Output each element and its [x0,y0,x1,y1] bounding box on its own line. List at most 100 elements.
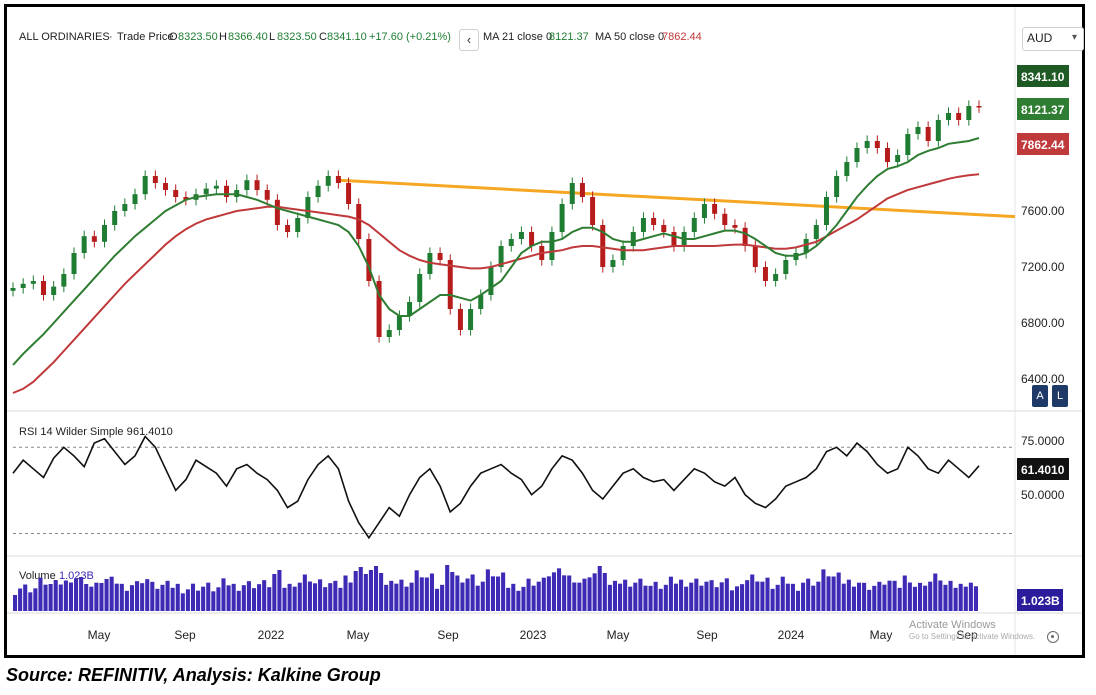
trendline [338,178,1016,219]
volume-bar [323,587,328,611]
volume-bar [867,589,872,611]
volume-bar [429,573,434,611]
candle-body [386,330,392,337]
price-tick: 6400.00 [1021,372,1065,386]
volume-bar [124,590,129,611]
volume-bar [567,575,572,611]
back-button[interactable]: ‹ [459,29,479,51]
candle-body [203,188,209,195]
candle-body [600,225,606,267]
volume-bar [612,580,618,611]
x-tick-label: May [870,628,893,642]
candle-body [945,113,951,120]
volume-bar [119,583,124,611]
volume-bar [490,576,495,611]
candle-body [163,183,169,190]
volume-bar [917,582,923,611]
volume-bar [196,590,201,611]
volume-bar [99,583,104,611]
header-change: +17.60 (+0.21%) [369,31,451,43]
candle-body [396,316,402,330]
candle-body [691,218,697,232]
volume-bar [496,576,501,611]
volume-bar [450,572,455,611]
volume-bar [241,585,246,611]
volume-bar [277,570,282,611]
candle-body [671,232,677,246]
chevron-down-icon: ▾ [1071,32,1077,43]
volume-bar [190,583,196,611]
volume-bar [684,586,689,611]
ma50-line [12,173,980,394]
auto-scale-button[interactable]: A [1032,385,1048,407]
volume-badge: 1.023B [1021,594,1060,608]
rsi-label: RSI 14 Wilder Simple 9 [19,426,133,438]
volume-bar [856,582,862,611]
ma21-value: 8121.37 [549,31,589,43]
volume-bar [795,590,801,611]
ma21-badge-bg [1017,98,1069,120]
volume-bar [312,583,318,611]
candle-body [956,113,962,120]
settings-icon[interactable] [1047,631,1059,643]
volume-bar [63,580,68,611]
candle-body [457,309,463,330]
candle-body [122,204,128,211]
volume-bar [318,579,323,611]
volume-bar [546,576,551,611]
volume-bar [801,582,806,611]
volume-bar [907,582,912,611]
volume-bar [719,582,724,611]
log-scale-button[interactable]: L [1052,385,1068,407]
volume-value-label: 1.023B [59,570,94,582]
candle-body [102,225,108,242]
volume-bar [750,574,755,611]
candle-body [803,239,809,253]
rsi-value-label: 61.4010 [133,426,173,438]
header-high: 8366.40 [228,31,268,43]
ma50-label: MA 50 close 0 [595,31,664,43]
volume-bar [846,579,851,611]
volume-bar [816,581,821,611]
candle-body [508,239,514,246]
volume-bar [963,586,968,611]
volume-bar [623,579,628,611]
candle-body [213,185,219,189]
volume-bar [150,581,155,611]
volume-bar [694,578,699,611]
ma50-badge: 7862.44 [1021,138,1065,152]
volume-bar [53,580,58,611]
ma21-line [12,137,980,366]
candle-body [366,239,372,281]
volume-bar [455,575,460,611]
volume-bar [221,578,226,611]
volume-bar [297,582,302,611]
chart-frame: ALL ORDINARIES · Trade Price O 8323.50 H… [4,4,1085,658]
currency-select[interactable]: AUD ▾ [1022,27,1084,51]
volume-bar [887,580,892,611]
x-tick-label: 2023 [520,628,547,642]
volume-bar [475,585,480,611]
candle-body [651,218,657,225]
volume-bar [938,580,943,611]
volume-bar [140,583,145,611]
volume-bar [109,576,114,611]
volume-bars [13,565,978,611]
volume-bar [806,578,811,611]
candle-body [915,127,921,134]
volume-bar [419,577,424,611]
volume-bar [841,583,846,611]
volume-bar [399,579,404,611]
candle-body [244,180,250,190]
volume-bar [699,585,704,611]
volume-bar [145,579,150,611]
volume-bar [114,583,119,611]
volume-bar [282,587,287,611]
volume-bar [13,595,18,611]
volume-bar [160,584,165,611]
candle-body [884,148,890,162]
candle-body [254,180,260,190]
volume-bar [618,583,623,611]
candle-body [61,274,67,287]
volume-bar [745,580,750,611]
